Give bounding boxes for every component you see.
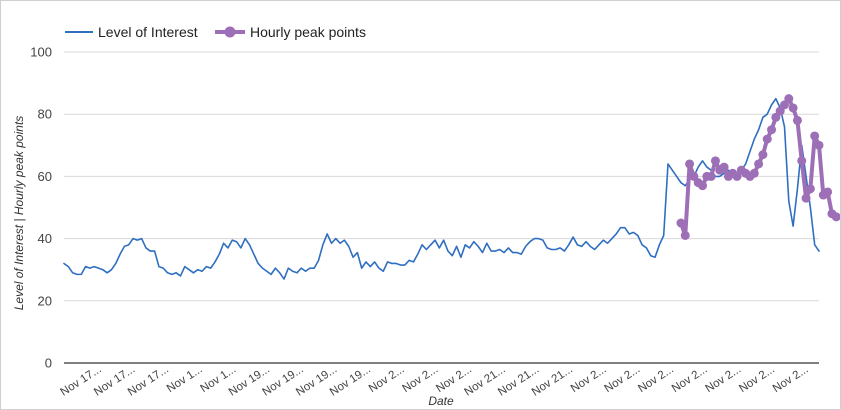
- x-axis-title: Date: [428, 394, 454, 408]
- legend-marker-hourly-peak-points: [224, 26, 236, 38]
- data-point-hourly-peak-points: [814, 140, 824, 150]
- data-point-hourly-peak-points: [710, 156, 720, 166]
- x-tick-label: Nov 2...: [569, 363, 609, 395]
- data-point-hourly-peak-points: [719, 162, 729, 172]
- data-point-hourly-peak-points: [767, 125, 777, 135]
- data-point-hourly-peak-points: [680, 230, 690, 240]
- data-point-hourly-peak-points: [823, 187, 833, 197]
- y-tick-label: 20: [38, 293, 52, 308]
- series-lines: [63, 96, 839, 280]
- x-tick-label: Nov 1...: [165, 363, 205, 395]
- y-axis-ticks: 0 20 40 60 80 100: [30, 45, 52, 371]
- legend-label-hourly-peak-points: Hourly peak points: [250, 24, 366, 40]
- data-point-hourly-peak-points: [758, 150, 768, 160]
- series-markers: [676, 94, 840, 240]
- x-tick-label: Nov 2...: [367, 363, 407, 395]
- y-tick-label: 40: [38, 231, 52, 246]
- data-point-hourly-peak-points: [698, 181, 708, 191]
- data-point-hourly-peak-points: [784, 94, 794, 104]
- x-tick-label: Nov 2...: [670, 363, 710, 395]
- y-axis-title: Level of Interest | Hourly peak points: [12, 116, 26, 311]
- data-point-hourly-peak-points: [749, 168, 759, 178]
- data-point-hourly-peak-points: [676, 218, 686, 228]
- data-point-hourly-peak-points: [792, 115, 802, 125]
- x-tick-label: Nov 2...: [737, 363, 777, 395]
- y-tick-label: 80: [38, 107, 52, 122]
- gridlines: [64, 51, 819, 364]
- legend: Level of Interest Hourly peak points: [65, 24, 366, 40]
- data-point-hourly-peak-points: [801, 193, 811, 203]
- x-tick-label: Nov 2...: [401, 363, 441, 395]
- y-tick-label: 60: [38, 169, 52, 184]
- y-tick-label: 100: [30, 45, 52, 60]
- legend-label-level-of-interest: Level of Interest: [98, 24, 198, 40]
- data-point-hourly-peak-points: [810, 131, 820, 141]
- x-tick-label: Nov 2...: [636, 363, 676, 395]
- x-tick-label: Nov 2...: [704, 363, 744, 395]
- data-point-hourly-peak-points: [706, 171, 716, 181]
- x-tick-label: Nov 2...: [603, 363, 643, 395]
- data-point-hourly-peak-points: [797, 156, 807, 166]
- x-tick-label: Nov 2...: [771, 363, 811, 395]
- data-point-hourly-peak-points: [831, 212, 840, 222]
- data-point-hourly-peak-points: [788, 103, 798, 113]
- y-tick-label: 0: [45, 356, 52, 371]
- data-point-hourly-peak-points: [754, 159, 764, 169]
- data-point-hourly-peak-points: [805, 184, 815, 194]
- data-point-hourly-peak-points: [762, 134, 772, 144]
- data-point-hourly-peak-points: [685, 159, 695, 169]
